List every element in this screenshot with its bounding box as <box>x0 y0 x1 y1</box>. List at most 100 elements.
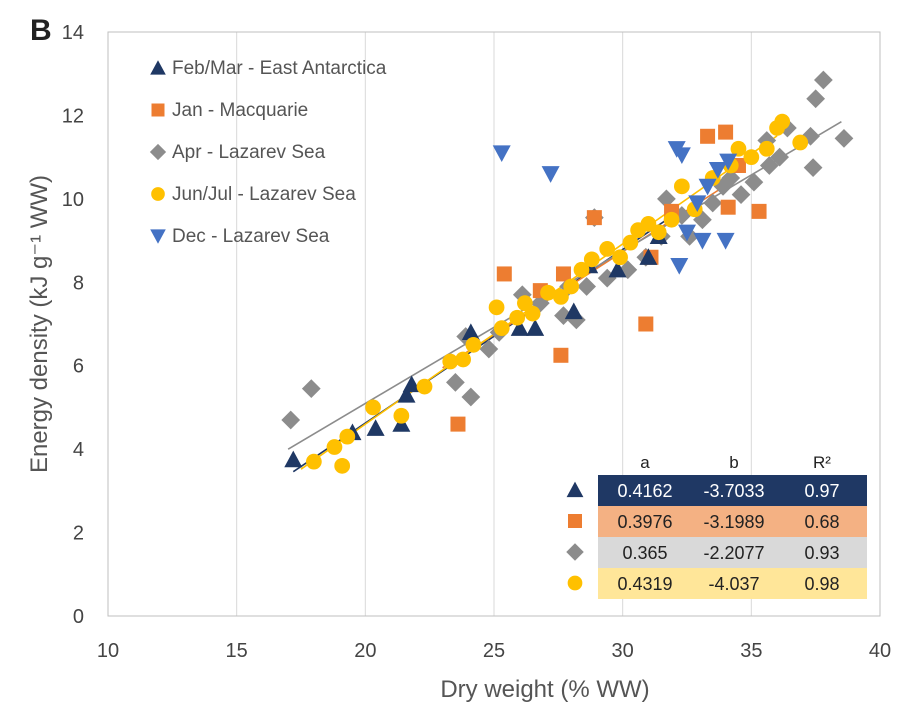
data-point <box>792 134 809 151</box>
table-row-marker <box>568 514 582 528</box>
table-cell: -2.2077 <box>703 543 764 563</box>
data-point <box>834 128 854 148</box>
legend-label: Jun/Jul - Lazarev Sea <box>172 184 356 205</box>
data-point <box>553 347 569 363</box>
data-point <box>493 320 510 337</box>
data-point <box>703 193 723 213</box>
table-cell: 0.98 <box>804 574 839 594</box>
data-point <box>751 203 767 219</box>
x-tick-label: 40 <box>869 640 891 662</box>
data-point <box>510 319 529 336</box>
data-point <box>284 450 303 468</box>
data-point <box>721 168 741 188</box>
data-point <box>693 232 712 250</box>
data-point <box>461 387 481 407</box>
data-point <box>326 439 343 455</box>
data-point <box>553 289 569 305</box>
table-cell: 0.93 <box>804 543 839 563</box>
table-row-background <box>598 568 867 599</box>
data-point <box>509 309 526 326</box>
data-point <box>586 210 602 226</box>
x-axis-title: Dry weight (% WW) <box>440 676 649 703</box>
legend-marker <box>150 60 166 75</box>
data-point <box>698 178 717 196</box>
legend-label: Dec - Lazarev Sea <box>172 226 330 247</box>
table-row-background <box>598 506 867 537</box>
legend-label: Jan - Macquarie <box>172 100 308 121</box>
data-point <box>612 249 628 266</box>
y-tick-label: 4 <box>73 439 84 461</box>
data-point <box>524 305 541 322</box>
data-point <box>450 416 466 432</box>
table-header: a <box>640 453 650 472</box>
y-tick-label: 14 <box>62 22 84 44</box>
data-point <box>774 113 791 130</box>
table-cell: 0.4162 <box>617 481 672 501</box>
data-point <box>608 260 627 278</box>
data-point <box>583 251 600 268</box>
data-point <box>366 419 385 436</box>
data-point <box>803 158 823 177</box>
data-point <box>708 162 727 179</box>
data-point <box>806 89 826 109</box>
x-tick-label: 15 <box>226 640 248 662</box>
data-point <box>663 211 680 228</box>
data-point <box>339 428 356 445</box>
data-point <box>305 453 322 470</box>
x-tick-label: 10 <box>97 640 119 662</box>
data-point <box>393 407 410 424</box>
table-row-background <box>598 537 867 568</box>
y-tick-label: 0 <box>73 606 84 628</box>
data-point <box>743 149 760 166</box>
table-header: R² <box>813 453 831 472</box>
data-point <box>730 140 747 157</box>
data-point <box>555 266 571 282</box>
data-point <box>488 299 505 316</box>
data-point <box>700 128 716 144</box>
data-point <box>461 323 480 340</box>
table-cell: 0.4319 <box>617 574 672 594</box>
x-tick-label: 35 <box>740 640 762 662</box>
table-cell: 0.365 <box>622 543 667 563</box>
data-point <box>657 189 676 209</box>
data-point <box>526 319 545 336</box>
data-point <box>564 302 583 320</box>
regression-table: a b R² 0.4162 -3.7033 0.97 0.3976 -3.1989 0.68 0.… <box>566 453 867 599</box>
table-cell: -4.037 <box>708 574 759 594</box>
data-point <box>673 178 690 195</box>
data-point <box>719 153 738 171</box>
x-tick-label: 30 <box>612 640 634 662</box>
data-point <box>720 199 736 215</box>
legend: Feb/Mar - East Antarctica Jan - Macquarie… <box>149 58 387 247</box>
x-tick-label: 25 <box>483 640 505 662</box>
y-tick-label: 10 <box>62 189 84 211</box>
data-points <box>281 70 854 474</box>
legend-marker <box>151 103 165 117</box>
axes: 10 15 20 25 30 35 40 0 2 4 6 8 10 12 14 <box>62 22 891 662</box>
data-point <box>758 140 775 157</box>
data-point <box>563 278 580 295</box>
y-tick-label: 2 <box>73 523 84 545</box>
panel-label: B <box>30 14 52 47</box>
data-point <box>541 166 560 183</box>
data-point <box>442 353 459 370</box>
data-point <box>814 70 833 90</box>
data-point <box>402 375 421 393</box>
data-point <box>365 399 381 416</box>
table-cell: 0.3976 <box>617 512 672 532</box>
table-row-marker <box>566 481 584 498</box>
legend-label: Apr - Lazarev Sea <box>172 142 326 163</box>
table-cell: -3.7033 <box>703 481 764 501</box>
table-cell: 0.97 <box>804 481 839 501</box>
x-tick-label: 20 <box>354 640 376 662</box>
data-point <box>731 185 751 205</box>
data-point <box>496 266 512 282</box>
legend-marker <box>151 187 165 201</box>
data-point <box>716 232 735 250</box>
data-point <box>638 316 654 332</box>
data-point <box>334 457 351 474</box>
data-point <box>301 379 321 399</box>
data-point <box>465 336 482 353</box>
